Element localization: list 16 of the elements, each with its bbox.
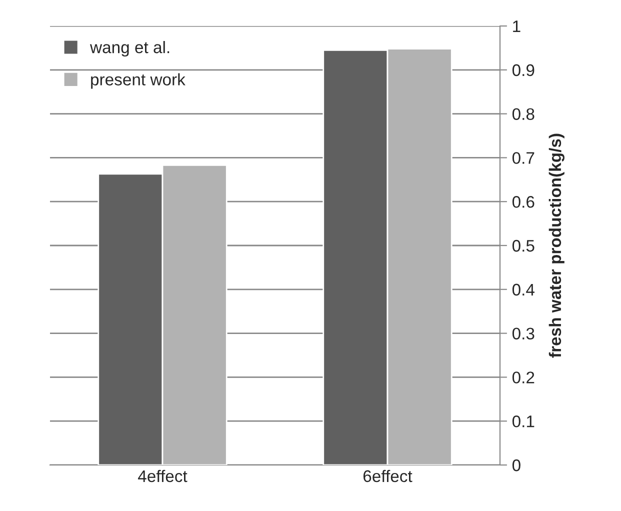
y-tick-label: 0 xyxy=(512,459,520,472)
y-tick-label: 0.3 xyxy=(512,328,534,340)
y-tick-label: 0.2 xyxy=(512,372,534,384)
x-tick-label: 4effect xyxy=(138,470,188,482)
y-axis-title: fresh water production(kg/s) xyxy=(548,134,564,358)
legend-label: present work xyxy=(91,73,186,89)
y-tick-label: 0.4 xyxy=(512,284,534,296)
y-tick-label: 0.7 xyxy=(512,152,534,164)
y-tick-label: 0.6 xyxy=(512,196,534,208)
y-tick-label: 0.1 xyxy=(512,416,534,428)
y-tick-label: 0.8 xyxy=(512,108,534,120)
y-tick-label: 0.5 xyxy=(512,240,534,252)
y-tick-label: 1 xyxy=(513,20,520,32)
legend-label: wang et al. xyxy=(90,41,170,57)
y-tick-label: 0.9 xyxy=(512,64,534,76)
x-tick-label: 6effect xyxy=(363,470,412,482)
